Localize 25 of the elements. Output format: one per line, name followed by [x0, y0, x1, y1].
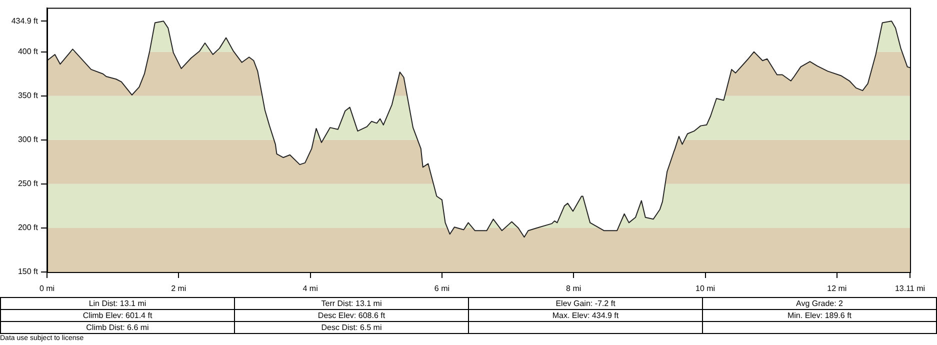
x-tick-label: 10 mi — [695, 284, 716, 294]
text: Min. Elev: 189.6 ft — [702, 310, 936, 322]
text: Max. Elev: 434.9 ft — [468, 310, 702, 322]
text: Elev Gain: -7.2 ft — [468, 298, 702, 310]
x-tick-label: 8 mi — [566, 284, 582, 294]
text: Lin Dist: 13.1 mi — [0, 298, 234, 310]
x-tick-label: 6 mi — [434, 284, 450, 294]
y-tick-label: 200 ft — [18, 223, 39, 232]
y-tick-label: 400 ft — [18, 47, 39, 56]
y-tick-label: 250 ft — [18, 179, 39, 188]
text: Climb Elev: 601.4 ft — [0, 310, 234, 322]
y-tick-label: 350 ft — [18, 91, 39, 100]
x-tick-label: 12 mi — [827, 284, 847, 294]
text: Avg Grade: 2 — [702, 298, 936, 310]
y-tick-label: 150 ft — [18, 267, 39, 276]
text: Desc Dist: 6.5 mi — [234, 322, 468, 334]
text: Desc Elev: 608.6 ft — [234, 310, 468, 322]
text: Climb Dist: 6.6 mi — [0, 322, 234, 334]
x-tick-label: 4 mi — [302, 284, 318, 294]
y-tick-label: 434.9 ft — [11, 16, 39, 26]
x-tick-label: 0 mi — [39, 284, 55, 294]
y-tick-label: 300 ft — [18, 135, 39, 144]
x-tick-label: 13.11 mi — [894, 284, 926, 294]
x-tick-label: 2 mi — [171, 284, 186, 294]
text: Terr Dist: 13.1 mi — [234, 298, 468, 310]
